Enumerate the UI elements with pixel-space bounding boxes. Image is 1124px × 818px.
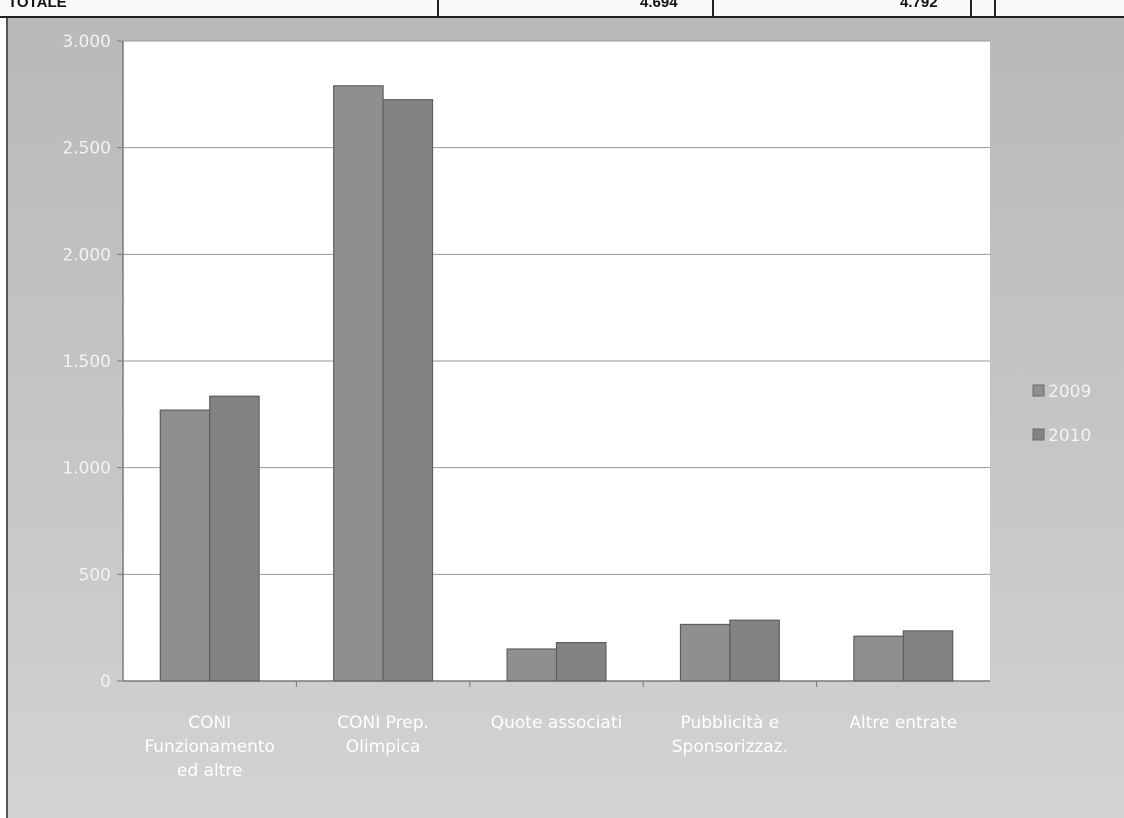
- table-divider: [712, 0, 714, 16]
- y-tick-label: 500: [79, 565, 111, 585]
- bar-2009: [506, 648, 558, 682]
- bar-2009: [679, 623, 731, 682]
- row-value-2009: 4.694: [640, 0, 678, 11]
- bar-2010: [902, 630, 954, 682]
- bar-2010: [382, 99, 434, 682]
- legend-swatch-2010: [1032, 428, 1045, 441]
- summary-table-row: TOTALE 4.694 4.792: [0, 0, 1124, 18]
- y-tick-label: 3.000: [62, 32, 111, 52]
- bar-2010: [729, 619, 780, 682]
- legend: 2009 2010: [1032, 382, 1091, 446]
- x-category-label-line: Sponsorizzaz.: [672, 737, 788, 757]
- table-divider: [970, 0, 972, 16]
- y-tick-label: 1.500: [62, 352, 111, 372]
- x-category-label-line: CONI: [188, 713, 231, 733]
- x-category-label-line: ed altre: [177, 761, 243, 781]
- x-category-label-line: Funzionamento: [144, 737, 275, 757]
- x-category-label-line: Quote associati: [491, 713, 623, 733]
- x-category-label: CONI Funzionamento ed altre: [144, 713, 275, 781]
- row-value-2010: 4.792: [900, 0, 938, 11]
- x-category-label: CONI Prep. Olimpica: [337, 713, 429, 757]
- x-category-label-line: Altre entrate: [849, 713, 957, 733]
- table-divider: [994, 0, 996, 16]
- x-category-label-line: CONI Prep.: [337, 713, 429, 733]
- bars: [159, 85, 954, 682]
- y-tick-label: 2.500: [62, 139, 111, 159]
- x-category-label: Quote associati: [491, 713, 623, 733]
- x-axis-labels: CONI Funzionamento ed altre CONI Prep. Olimp…: [144, 681, 957, 781]
- bar-2009: [159, 409, 211, 682]
- legend-label-2009: 2009: [1048, 382, 1091, 402]
- x-category-label-line: Pubblicità e: [681, 713, 780, 733]
- bar-2009: [853, 635, 904, 682]
- legend-label-2010: 2010: [1048, 426, 1091, 446]
- x-category-label: Pubblicità e Sponsorizzaz.: [672, 713, 788, 757]
- x-category-label-line: Olimpica: [346, 737, 421, 757]
- table-divider: [437, 0, 439, 16]
- y-axis-ticks: 0 500 1.000 1.500 2.000 2.500 3.000: [62, 32, 123, 692]
- bar-2010: [209, 395, 260, 682]
- bar-2010: [555, 641, 607, 682]
- y-tick-label: 0: [100, 672, 111, 692]
- legend-swatch-2009: [1032, 384, 1045, 397]
- x-category-label: Altre entrate: [849, 713, 957, 733]
- y-tick-label: 2.000: [62, 245, 111, 265]
- bar-2009: [333, 85, 384, 682]
- y-tick-label: 1.000: [62, 459, 111, 479]
- row-label: TOTALE: [8, 0, 67, 11]
